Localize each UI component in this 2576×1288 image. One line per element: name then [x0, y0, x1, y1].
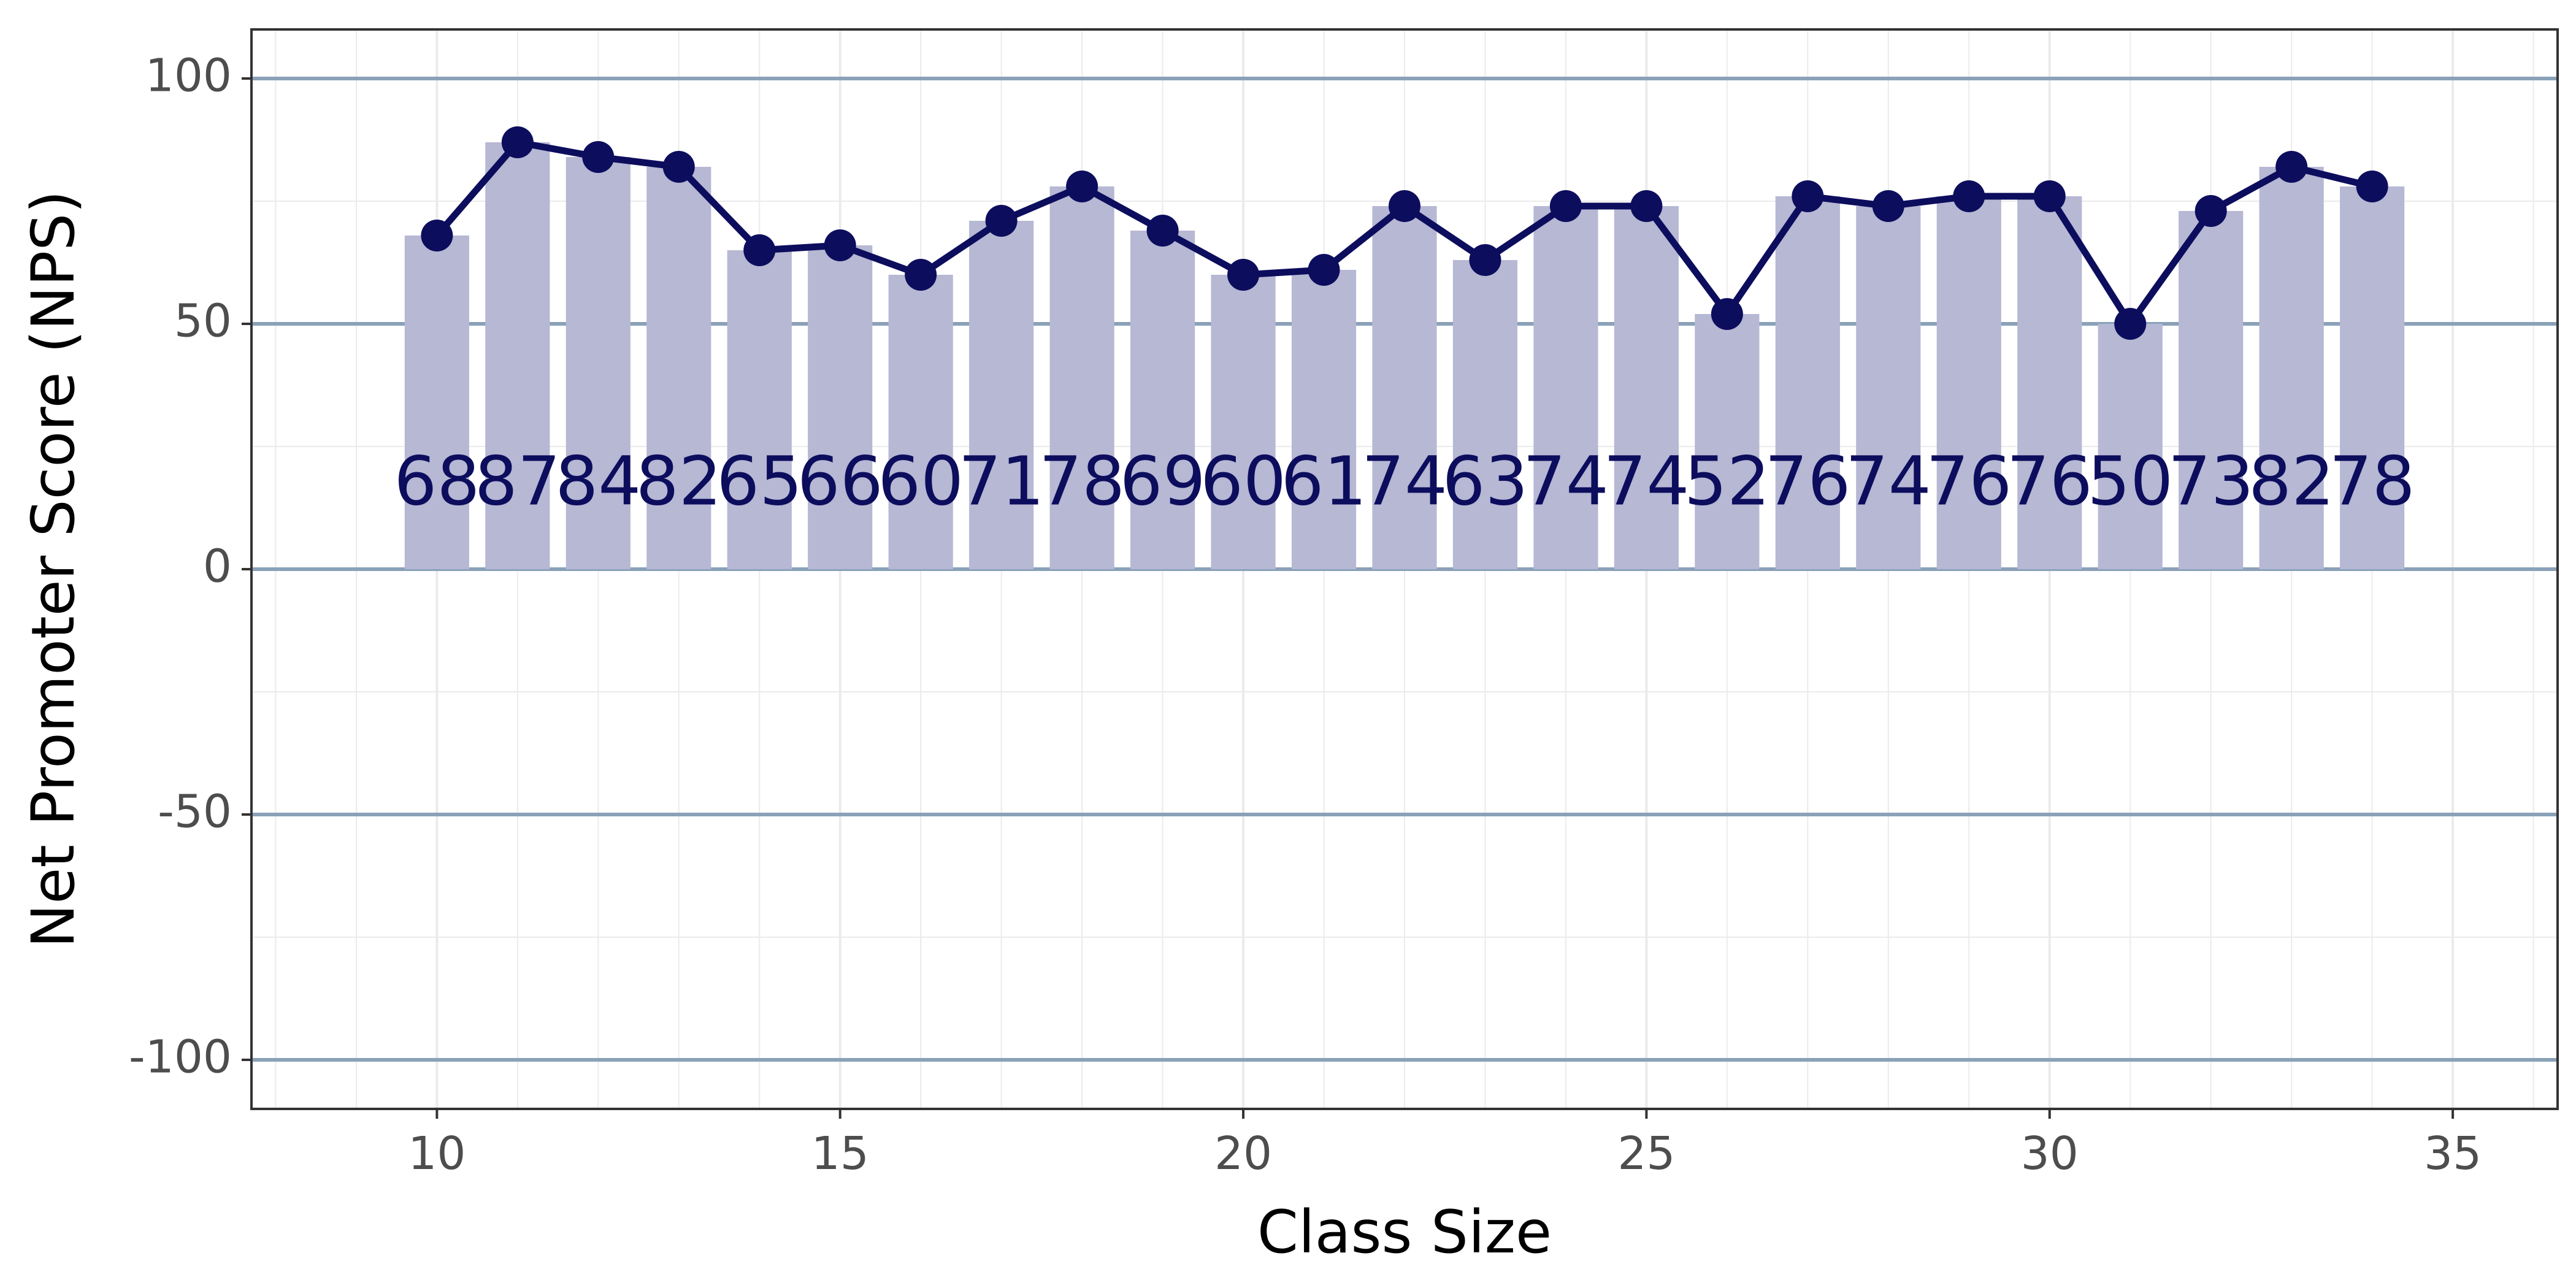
bar-20: [1211, 275, 1276, 569]
nps-line-series: [421, 126, 2388, 340]
y-axis-title: Net Promoter Score (NPS): [19, 190, 88, 948]
x-tick-label-15: 15: [811, 1127, 869, 1180]
bar-12: [565, 157, 631, 569]
x-tick-label-25: 25: [1617, 1127, 1675, 1180]
data-label-14: 65: [716, 442, 802, 520]
bar-34: [2340, 186, 2405, 569]
nps-point-15: [824, 229, 856, 261]
bar-25: [1614, 206, 1679, 569]
bar-13: [646, 167, 711, 569]
y-tick-label--100: -100: [129, 1031, 232, 1084]
nps-point-13: [662, 151, 695, 183]
bar-24: [1533, 206, 1598, 569]
data-label-18: 78: [1039, 442, 1125, 520]
nps-point-10: [421, 220, 453, 251]
data-label-11: 87: [475, 442, 561, 520]
y-tick-label-50: 50: [174, 295, 232, 348]
bar-28: [1856, 206, 1921, 569]
bar-33: [2259, 167, 2324, 569]
data-label-15: 66: [797, 442, 883, 520]
nps-point-14: [743, 234, 776, 266]
bar-21: [1291, 270, 1357, 569]
data-label-26: 52: [1684, 442, 1770, 520]
bar-22: [1372, 206, 1437, 569]
data-label-27: 76: [1765, 442, 1850, 520]
x-tick-label-35: 35: [2424, 1127, 2482, 1180]
nps-point-19: [1146, 215, 1179, 247]
data-label-25: 74: [1603, 442, 1689, 520]
data-label-23: 63: [1442, 442, 1528, 520]
x-tick-label-30: 30: [2021, 1127, 2079, 1180]
nps-point-24: [1549, 190, 1582, 222]
data-label-13: 82: [636, 442, 722, 520]
nps-point-11: [501, 126, 534, 158]
nps-point-31: [2114, 308, 2147, 340]
x-axis-title: Class Size: [1257, 1198, 1552, 1267]
data-label-17: 71: [959, 442, 1045, 520]
bar-27: [1775, 196, 1840, 569]
y-tick-label--50: -50: [158, 786, 232, 838]
nps-point-23: [1469, 244, 1501, 276]
nps-point-32: [2195, 195, 2227, 227]
bar-14: [727, 250, 792, 569]
nps-point-29: [1953, 180, 1985, 212]
y-tick-label-0: 0: [203, 540, 232, 593]
data-label-22: 74: [1362, 442, 1447, 520]
nps-point-18: [1066, 171, 1098, 202]
data-label-30: 76: [2007, 442, 2093, 520]
bar-11: [485, 142, 550, 569]
data-label-31: 50: [2087, 442, 2173, 520]
data-label-34: 78: [2329, 442, 2415, 520]
data-label-10: 68: [394, 442, 480, 520]
data-label-21: 61: [1281, 442, 1367, 520]
bar-19: [1130, 231, 1195, 569]
y-tick-label-100: 100: [145, 50, 232, 102]
bars: [404, 142, 2405, 569]
nps-point-12: [582, 141, 615, 173]
data-labels: 6887848265666071786960617463747452767476…: [394, 442, 2415, 520]
nps-point-27: [1792, 180, 1824, 212]
data-label-28: 74: [1846, 442, 1931, 520]
bar-18: [1049, 186, 1114, 569]
data-label-32: 73: [2168, 442, 2254, 520]
data-label-16: 60: [878, 442, 964, 520]
bar-30: [2017, 196, 2082, 569]
nps-point-17: [985, 205, 1018, 237]
x-tick-label-20: 20: [1214, 1127, 1272, 1180]
data-label-24: 74: [1523, 442, 1609, 520]
data-label-19: 69: [1120, 442, 1206, 520]
x-tick-label-10: 10: [408, 1127, 466, 1180]
bar-16: [888, 275, 953, 569]
bar-31: [2098, 324, 2163, 569]
nps-point-21: [1308, 254, 1340, 286]
nps-point-28: [1872, 190, 1904, 222]
nps-point-20: [1227, 259, 1260, 291]
data-label-20: 60: [1200, 442, 1286, 520]
data-label-29: 76: [1926, 442, 2012, 520]
nps-point-33: [2275, 151, 2308, 183]
nps-point-34: [2356, 171, 2388, 202]
nps-point-22: [1389, 190, 1420, 222]
bar-32: [2179, 211, 2244, 569]
axes: 10 15 20 25 30 35 100 50 0 -50 -100: [129, 50, 2482, 1181]
bar-15: [808, 245, 873, 569]
nps-point-25: [1630, 190, 1663, 222]
data-label-33: 82: [2248, 442, 2334, 520]
bar-10: [404, 236, 469, 569]
bar-17: [969, 221, 1034, 569]
nps-point-26: [1711, 298, 1743, 330]
bar-26: [1695, 314, 1760, 569]
nps-point-30: [2033, 180, 2066, 212]
bar-29: [1936, 196, 2001, 569]
bar-23: [1452, 260, 1518, 569]
nps-point-16: [905, 259, 937, 291]
data-label-12: 84: [555, 442, 641, 520]
